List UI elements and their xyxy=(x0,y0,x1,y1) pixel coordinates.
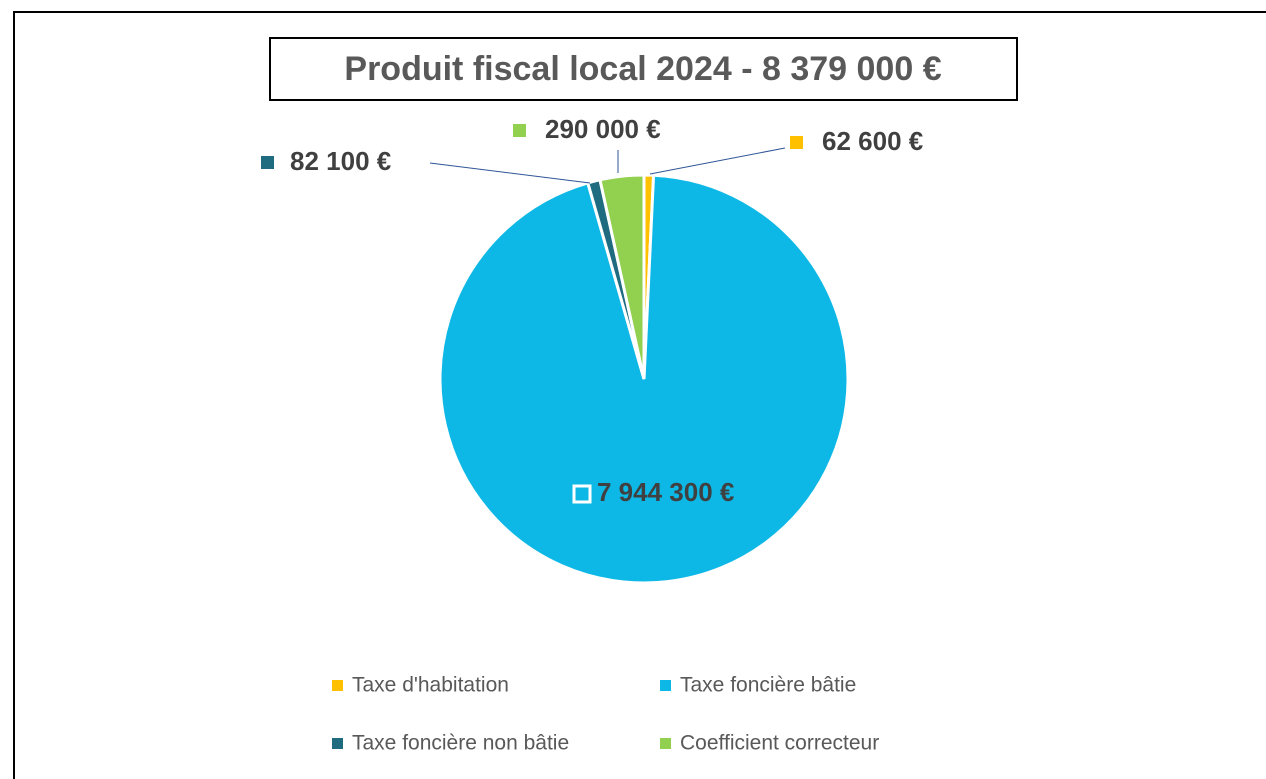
legend-key xyxy=(660,738,671,749)
leader-line xyxy=(429,162,591,184)
label-key xyxy=(572,484,592,504)
label-key xyxy=(790,136,803,149)
legend-label: Taxe d'habitation xyxy=(352,674,509,697)
pie-slice xyxy=(598,173,646,380)
chart-title: Produit fiscal local 2024 - 8 379 000 € xyxy=(344,50,941,88)
legend-key xyxy=(332,680,343,691)
label-key xyxy=(261,156,274,169)
legend-label: Coefficient correcteur xyxy=(680,732,879,755)
data-label: 7 944 300 € xyxy=(597,477,734,507)
data-label: 290 000 € xyxy=(545,114,661,144)
label-key xyxy=(513,124,526,137)
legend-label: Taxe foncière non bâtie xyxy=(352,732,569,755)
legend-key xyxy=(332,738,343,749)
data-label: 62 600 € xyxy=(822,126,923,156)
legend-label: Taxe foncière bâtie xyxy=(680,674,856,697)
legend-key xyxy=(660,680,671,691)
title-box xyxy=(269,37,1018,101)
leader-line xyxy=(649,147,786,175)
data-label: 82 100 € xyxy=(290,146,391,176)
